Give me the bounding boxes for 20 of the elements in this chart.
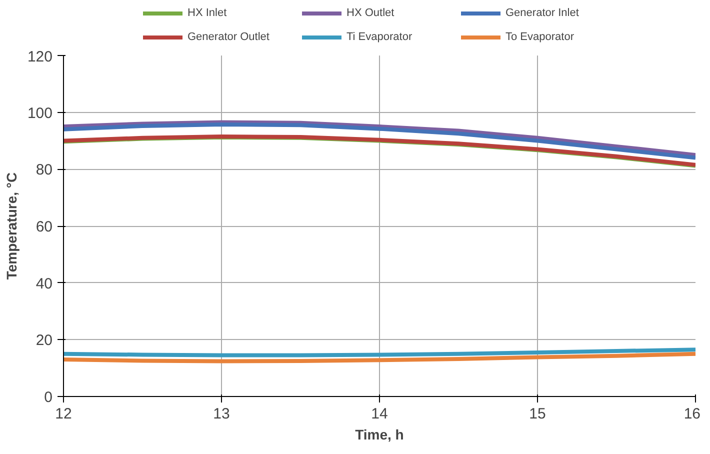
y-tick-label: 0 [44, 389, 52, 406]
x-tick-label: 16 [684, 406, 701, 422]
legend-label: Ti Evaporator [346, 31, 414, 43]
x-tick-label: 13 [213, 406, 230, 422]
y-tick-label: 100 [27, 104, 53, 122]
x-tick-label: 12 [55, 406, 72, 422]
legend-label: HX Inlet [188, 7, 228, 19]
y-tick-label: 80 [36, 162, 53, 179]
x-axis-title: Time, h [355, 426, 404, 442]
legend-label: HX Outlet [346, 7, 396, 19]
y-tick-label: 40 [36, 275, 53, 292]
x-tick-label: 14 [371, 406, 388, 422]
legend-label: Generator Inlet [506, 7, 580, 19]
legend-label: Generator Outlet [188, 31, 270, 43]
x-tick-label: 15 [529, 406, 546, 422]
y-tick-label: 20 [36, 332, 53, 350]
y-tick-label: 120 [27, 48, 53, 66]
y-axis-title: Temperature, °C [3, 172, 20, 280]
legend-label: To Evaporator [506, 31, 575, 43]
y-tick-label: 60 [36, 218, 53, 236]
